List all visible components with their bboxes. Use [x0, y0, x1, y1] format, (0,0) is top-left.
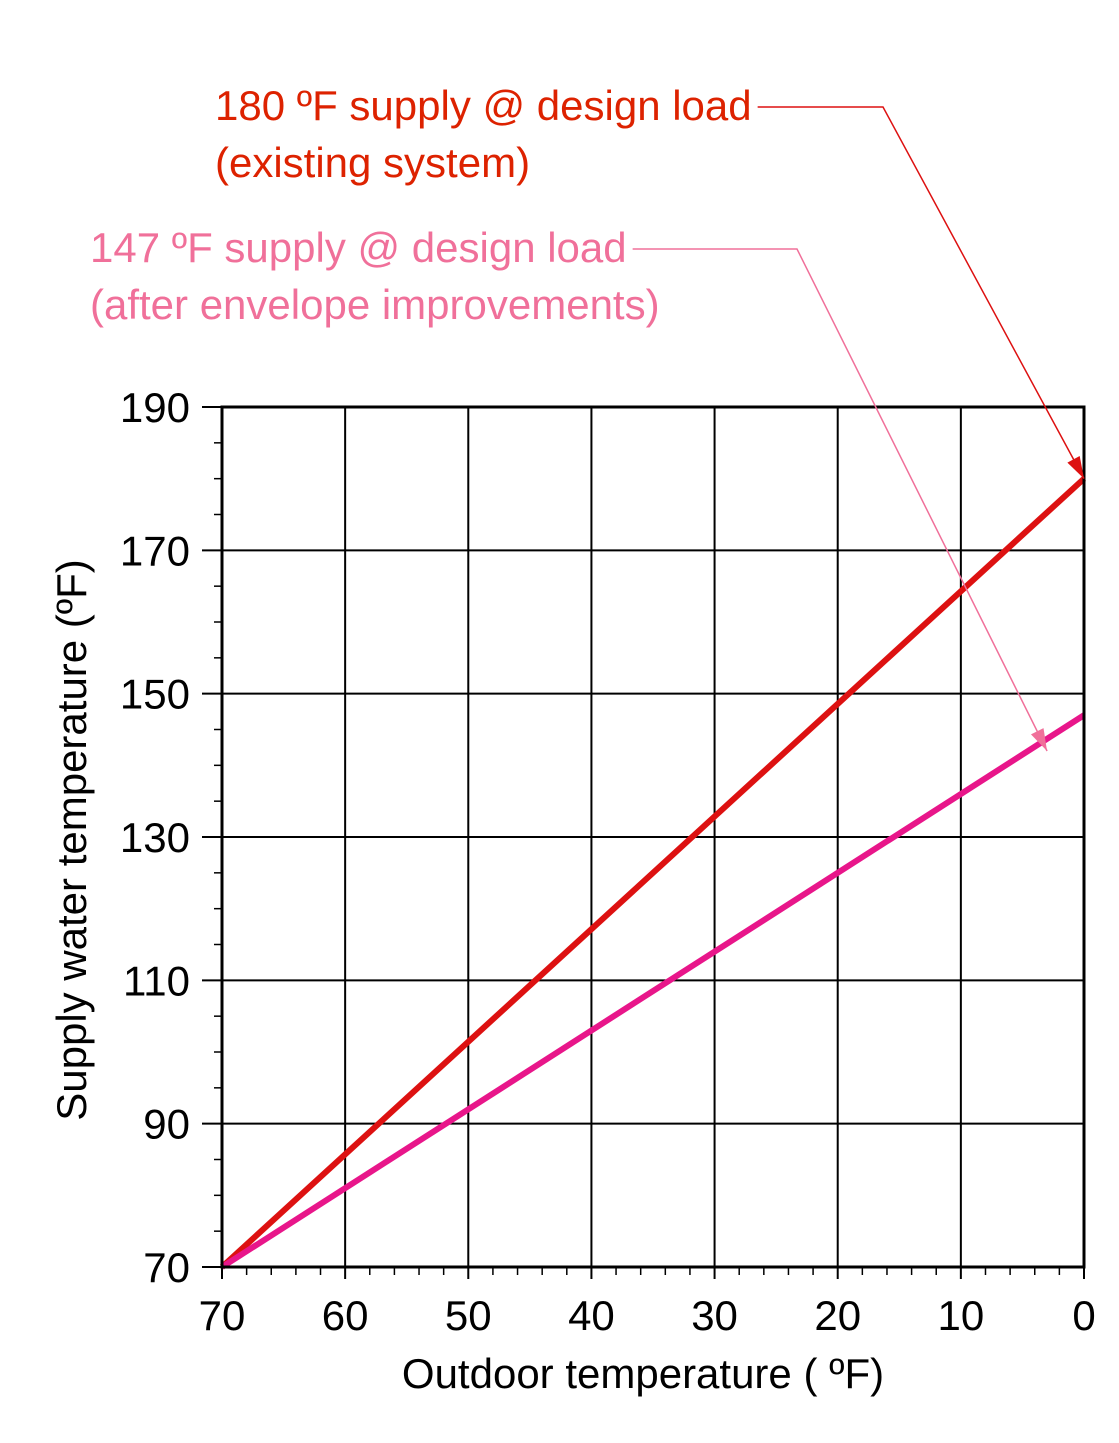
series-lines: [219, 476, 1087, 1270]
y-axis-title: Supply water temperature (ºF): [48, 559, 95, 1121]
y-axis-tick-labels: 70 90 110 130 150 170 190: [120, 384, 190, 1291]
x-tick-label: 70: [199, 1292, 246, 1339]
annotation-text: 180 ºF supply @ design load: [215, 82, 752, 129]
annotation-text: (after envelope improvements): [90, 281, 660, 328]
y-tick-label: 190: [120, 384, 190, 431]
minor-ticks: [214, 442, 1061, 1275]
y-tick-label: 110: [123, 957, 190, 1004]
annotation-existing: 180 ºF supply @ design load (existing sys…: [215, 82, 1085, 480]
x-tick-label: 20: [814, 1292, 861, 1339]
grid: [202, 406, 1085, 1279]
x-tick-label: 0: [1072, 1292, 1095, 1339]
x-tick-label: 60: [322, 1292, 369, 1339]
x-tick-label: 50: [445, 1292, 492, 1339]
y-tick-label: 130: [120, 814, 190, 861]
x-tick-label: 40: [568, 1292, 615, 1339]
y-tick-label: 90: [143, 1101, 190, 1148]
annotations: 180 ºF supply @ design load (existing sys…: [90, 82, 1085, 752]
annotation-leader-line: [632, 248, 1048, 752]
x-axis-title: Outdoor temperature ( ºF): [402, 1350, 884, 1397]
x-tick-label: 10: [937, 1292, 984, 1339]
series-line-improved: [220, 712, 1086, 1270]
annotation-arrowhead: [1067, 455, 1084, 479]
y-tick-label: 170: [120, 527, 190, 574]
x-tick-label: 30: [691, 1292, 738, 1339]
annotation-text: (existing system): [215, 139, 530, 186]
annotation-arrowhead: [1030, 728, 1048, 751]
annotation-leader-line: [757, 106, 1085, 480]
y-tick-label: 150: [120, 671, 190, 718]
series-line-existing: [219, 476, 1087, 1270]
y-tick-label: 70: [143, 1244, 190, 1291]
annotation-text: 147 ºF supply @ design load: [90, 224, 627, 271]
x-axis-tick-labels: 70 60 50 40 30 20 10 0: [199, 1292, 1096, 1339]
plot-frame: [220, 405, 1086, 1269]
annotation-improved: 147 ºF supply @ design load (after envelo…: [90, 224, 1048, 752]
